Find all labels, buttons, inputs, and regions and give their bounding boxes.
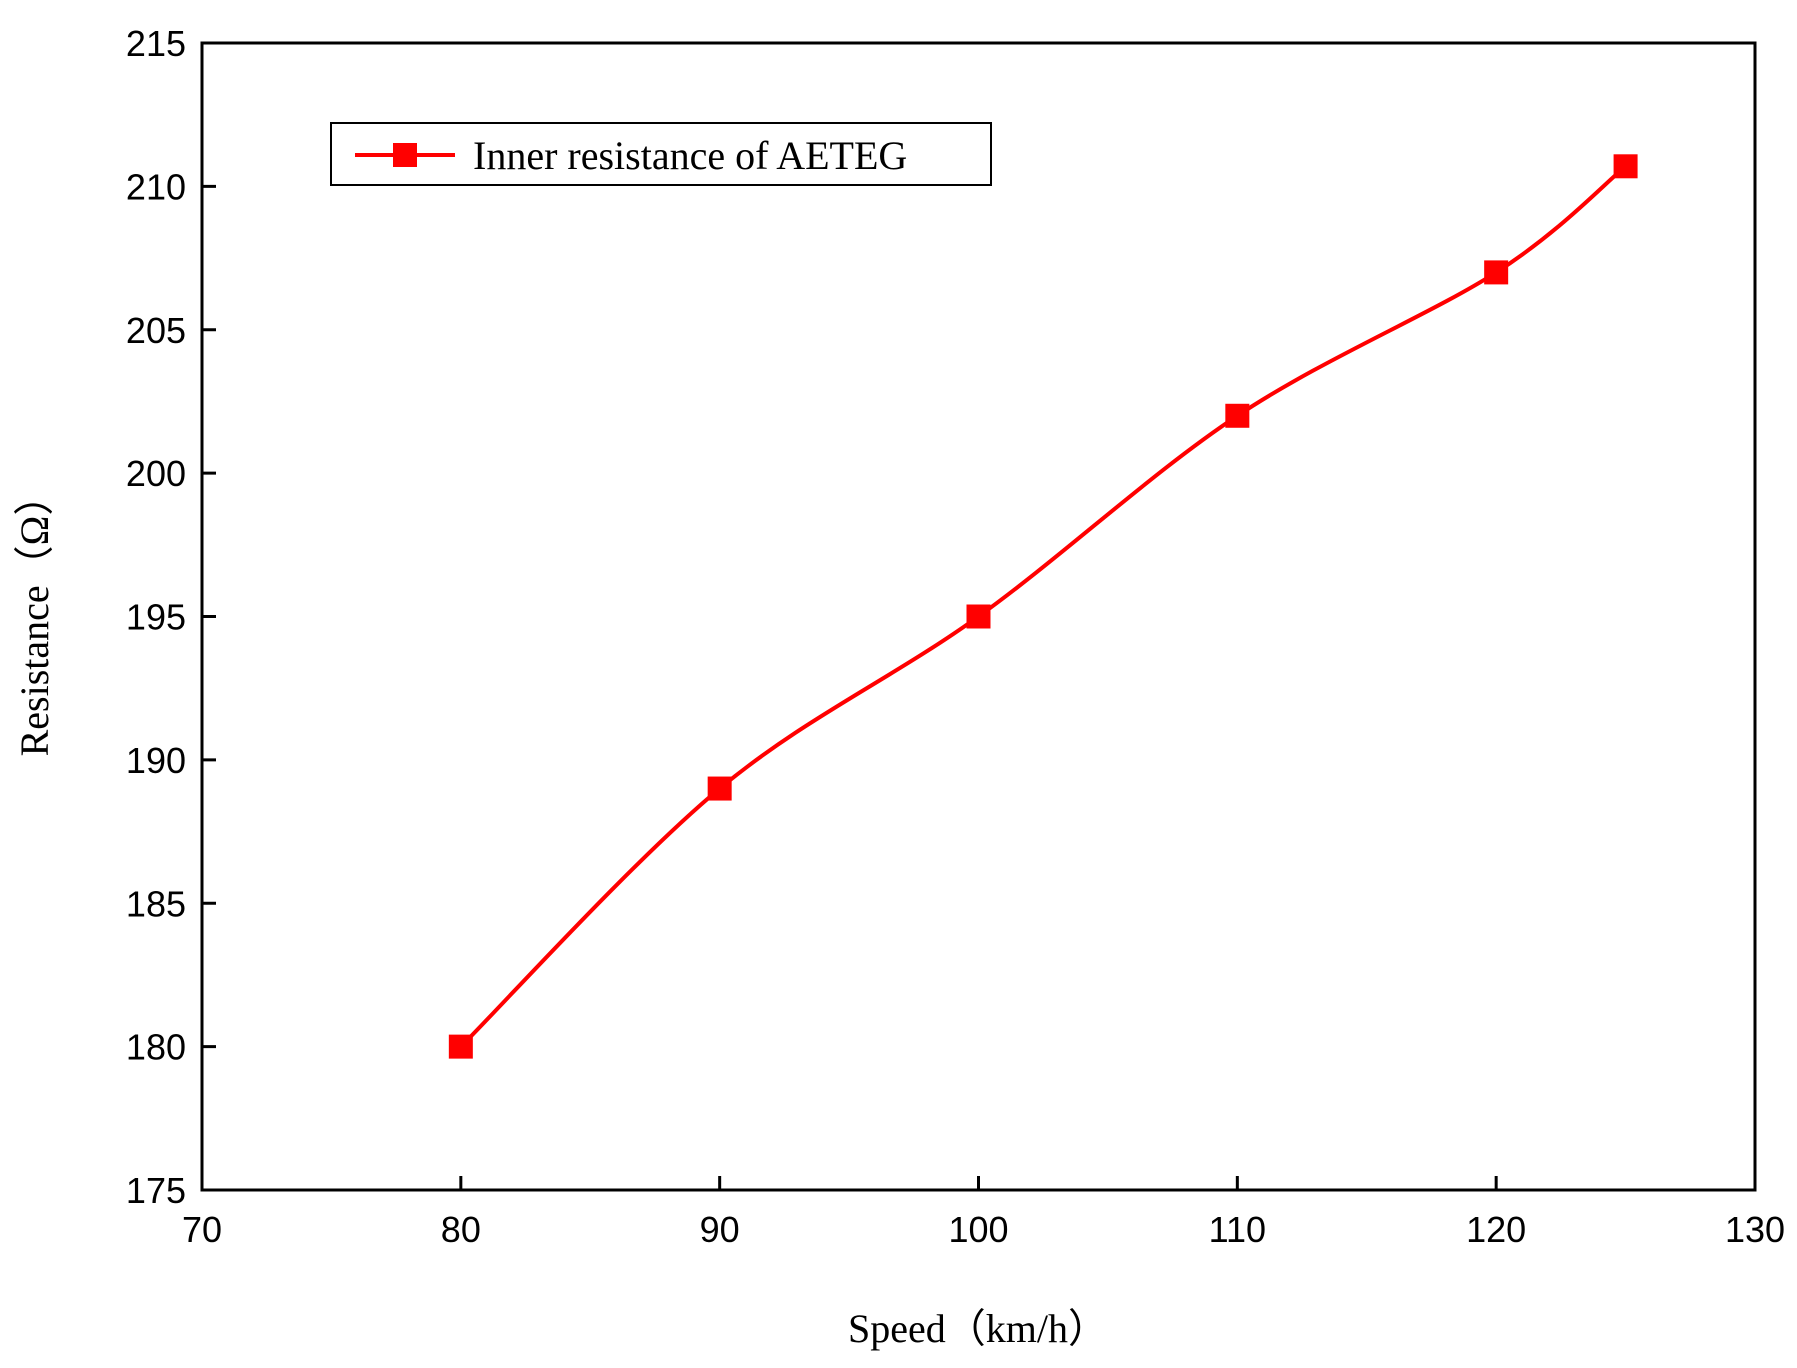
x-tick-label: 80 <box>441 1209 481 1250</box>
x-tick-label: 110 <box>1209 1209 1266 1250</box>
y-tick-label: 175 <box>126 1170 186 1211</box>
x-axis-ticks: 70 80 90 100 110 120 130 <box>182 1176 1785 1250</box>
data-point <box>966 604 991 629</box>
x-tick-label: 130 <box>1725 1209 1785 1250</box>
x-tick-label: 100 <box>948 1209 1008 1250</box>
y-axis-title: Resistance（Ω） <box>12 476 57 757</box>
legend-label: Inner resistance of AETEG <box>473 133 907 178</box>
x-tick-label: 90 <box>700 1209 740 1250</box>
x-tick-label: 120 <box>1466 1209 1526 1250</box>
legend-marker <box>393 143 417 167</box>
x-tick-label: 70 <box>182 1209 222 1250</box>
y-tick-label: 200 <box>126 453 186 494</box>
y-tick-label: 185 <box>126 883 186 924</box>
legend: Inner resistance of AETEG <box>330 122 992 186</box>
y-tick-label: 205 <box>126 310 186 351</box>
data-point <box>1484 260 1509 285</box>
data-point <box>707 776 732 801</box>
data-point <box>1225 403 1250 428</box>
y-tick-label: 210 <box>126 166 186 207</box>
y-axis-ticks: 175 180 185 190 195 200 205 210 215 <box>126 23 216 1211</box>
data-point <box>448 1034 473 1059</box>
series-markers <box>448 154 1638 1059</box>
y-tick-label: 215 <box>126 23 186 64</box>
y-tick-label: 180 <box>126 1027 186 1068</box>
data-point <box>1613 154 1638 179</box>
x-axis-title: Speed（km/h） <box>848 1306 1108 1351</box>
y-tick-label: 195 <box>126 597 186 638</box>
series-line <box>459 164 1627 1049</box>
y-tick-label: 190 <box>126 740 186 781</box>
